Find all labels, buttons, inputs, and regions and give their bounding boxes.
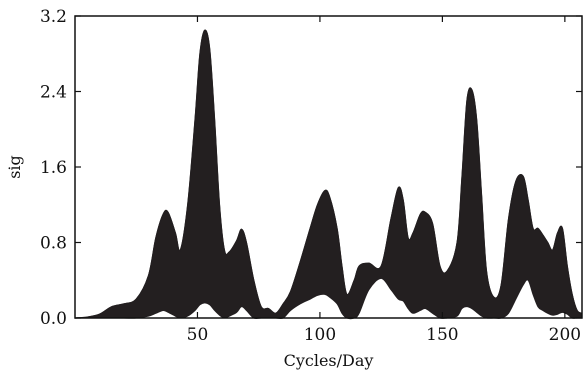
y-tick-label: 0.8 bbox=[40, 234, 67, 254]
tick-marks-and-labels: 50 100 150 200 0.0 0.8 1.6 2.4 3.2 bbox=[40, 7, 582, 345]
x-tick-label: 150 bbox=[426, 325, 458, 345]
upper-envelope-line bbox=[74, 29, 583, 319]
y-tick-label: 1.6 bbox=[40, 158, 67, 178]
y-tick-label: 3.2 bbox=[40, 7, 67, 27]
y-axis-label: sig bbox=[5, 155, 24, 179]
x-axis-label: Cycles/Day bbox=[284, 351, 374, 370]
y-tick-label: 0.0 bbox=[40, 309, 67, 329]
x-tick-label: 200 bbox=[549, 325, 581, 345]
x-tick-label: 50 bbox=[187, 325, 209, 345]
y-tick-label: 2.4 bbox=[40, 83, 67, 103]
x-tick-label: 100 bbox=[304, 325, 336, 345]
